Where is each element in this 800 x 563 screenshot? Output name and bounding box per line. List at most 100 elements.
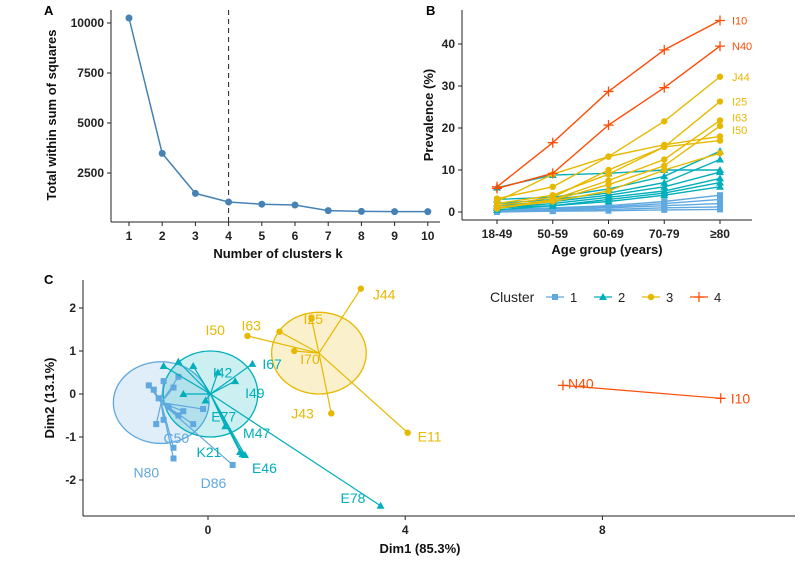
b-point bbox=[660, 172, 669, 180]
c-point-label: I67 bbox=[262, 356, 282, 372]
c-cluster-segment bbox=[160, 402, 175, 448]
c-y-tick-label: -2 bbox=[65, 473, 76, 487]
c-cluster-segment bbox=[310, 318, 320, 354]
b-point bbox=[717, 200, 723, 207]
b-point bbox=[660, 182, 669, 190]
a-x-tick-label: 6 bbox=[292, 229, 299, 243]
c-point bbox=[240, 451, 249, 459]
c-point-label: I50 bbox=[205, 322, 225, 338]
c-point bbox=[221, 422, 230, 430]
c-point bbox=[170, 455, 177, 462]
c-cluster-segment bbox=[210, 380, 236, 395]
c-cluster-segment bbox=[562, 384, 642, 393]
b-point bbox=[716, 155, 724, 163]
a-point bbox=[357, 207, 365, 215]
panel-label-c: C bbox=[44, 272, 54, 287]
c-point bbox=[404, 429, 411, 436]
c-point bbox=[200, 406, 207, 413]
c-point bbox=[213, 368, 222, 376]
legend-entry-label: 1 bbox=[570, 290, 577, 305]
c-point-label: K21 bbox=[197, 444, 222, 460]
c-x-tick-label: 0 bbox=[205, 523, 212, 537]
b-point bbox=[661, 118, 668, 125]
c-point-label: E46 bbox=[252, 460, 277, 476]
c-point-label: I10 bbox=[731, 390, 751, 406]
c-y-axis-title: Dim2 (13.1%) bbox=[42, 358, 57, 439]
b-point bbox=[717, 196, 723, 203]
b-x-tick-label: 70-79 bbox=[649, 227, 680, 241]
c-point bbox=[357, 285, 365, 292]
c-cluster-segment bbox=[318, 353, 332, 414]
b-point bbox=[716, 178, 724, 186]
c-point-label: I70 bbox=[300, 351, 320, 367]
c-point bbox=[180, 408, 187, 415]
panel-label-a: A bbox=[44, 3, 54, 18]
legend-entry-label: 3 bbox=[666, 290, 673, 305]
c-point-label: C50 bbox=[163, 430, 189, 446]
c-point-label: E11 bbox=[418, 429, 442, 445]
c-cluster-segment bbox=[210, 393, 381, 507]
c-point-label: D86 bbox=[201, 475, 227, 491]
b-point bbox=[661, 143, 668, 151]
c-point-label: J43 bbox=[291, 405, 314, 421]
a-x-tick-label: 1 bbox=[126, 229, 133, 243]
b-series-label: N40 bbox=[732, 41, 752, 53]
c-point-label: M47 bbox=[243, 425, 270, 441]
a-x-tick-label: 10 bbox=[421, 229, 435, 243]
b-point bbox=[659, 44, 670, 55]
c-cluster-segment bbox=[177, 361, 211, 395]
b-point bbox=[715, 41, 725, 52]
c-point-label: E77 bbox=[211, 408, 236, 424]
c-point-label: N80 bbox=[133, 465, 159, 481]
c-point-label: E78 bbox=[341, 490, 366, 506]
a-point bbox=[324, 207, 332, 215]
a-x-tick-label: 8 bbox=[358, 229, 365, 243]
c-point bbox=[244, 332, 251, 340]
c-cluster-segment bbox=[318, 288, 362, 354]
c-point-label: I49 bbox=[245, 385, 265, 401]
c-point bbox=[155, 395, 162, 402]
b-point bbox=[605, 187, 612, 195]
a-x-tick-label: 7 bbox=[325, 229, 332, 243]
c-x-axis-title: Dim1 (85.3%) bbox=[380, 541, 461, 556]
c-point bbox=[201, 396, 210, 404]
b-point bbox=[716, 122, 724, 130]
b-x-tick-label: ≥80 bbox=[710, 227, 730, 241]
c-point bbox=[190, 421, 197, 428]
b-point bbox=[493, 195, 501, 202]
b-point bbox=[605, 171, 612, 178]
b-point bbox=[660, 178, 669, 186]
a-point bbox=[391, 208, 399, 216]
c-point bbox=[276, 328, 283, 335]
b-point bbox=[549, 183, 556, 190]
a-point bbox=[291, 201, 299, 209]
b-point bbox=[603, 86, 614, 97]
c-point bbox=[715, 393, 726, 404]
a-point bbox=[225, 198, 233, 206]
b-point bbox=[716, 98, 724, 105]
b-series-label: I25 bbox=[732, 97, 747, 109]
a-x-tick-label: 9 bbox=[391, 229, 398, 243]
legend-title: Cluster bbox=[490, 289, 535, 305]
a-point bbox=[125, 14, 133, 22]
c-point bbox=[150, 386, 157, 393]
c-cluster-segment bbox=[160, 402, 234, 466]
b-point bbox=[716, 137, 724, 144]
c-point bbox=[174, 357, 183, 365]
c-x-tick-label: 4 bbox=[402, 523, 409, 537]
a-y-tick-label: 7500 bbox=[77, 66, 104, 80]
legend-entry-label: 2 bbox=[618, 290, 625, 305]
b-series-label: I63 bbox=[732, 112, 747, 124]
c-point bbox=[159, 362, 168, 370]
b-point bbox=[603, 120, 614, 131]
b-point bbox=[605, 177, 612, 184]
c-point bbox=[328, 410, 335, 417]
b-point bbox=[660, 187, 669, 194]
b-point bbox=[716, 150, 724, 157]
b-point bbox=[547, 168, 558, 179]
c-point bbox=[376, 501, 385, 509]
c-cluster-segment bbox=[318, 352, 409, 434]
a-y-tick-label: 2500 bbox=[77, 166, 104, 180]
b-y-tick-label: 0 bbox=[448, 205, 455, 219]
